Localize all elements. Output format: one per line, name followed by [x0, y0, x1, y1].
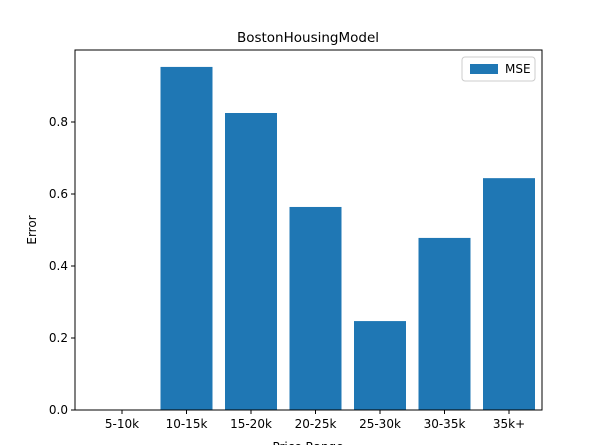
x-tick-label: 20-25k — [295, 417, 337, 431]
x-axis-label: Price Range — [272, 440, 343, 445]
legend-box — [461, 56, 536, 82]
legend-label: MSE — [505, 62, 531, 76]
chart-title: BostonHousingModel — [237, 30, 379, 46]
x-tick-label: 15-20k — [230, 417, 272, 431]
x-tick-label: 30-35k — [424, 417, 466, 431]
x-tick-label: 35k+ — [493, 417, 525, 431]
bar — [483, 178, 535, 410]
x-tick-label: 25-30k — [359, 417, 401, 431]
y-tick-label: 0.6 — [49, 187, 68, 201]
plot-frame — [74, 49, 543, 411]
y-tick-label: 0.0 — [49, 403, 68, 417]
y-tick-label: 0.2 — [49, 331, 68, 345]
y-axis-label: Error — [25, 215, 39, 244]
x-tick-label: 10-15k — [166, 417, 208, 431]
y-tick-label: 0.4 — [49, 259, 68, 273]
bar — [354, 321, 406, 410]
bar — [418, 237, 471, 410]
legend-swatch — [470, 64, 498, 74]
x-tick-label: 5-10k — [105, 417, 139, 431]
bar — [225, 113, 277, 410]
bar — [289, 206, 342, 410]
bar — [160, 66, 213, 411]
y-tick-label: 0.8 — [49, 115, 68, 129]
